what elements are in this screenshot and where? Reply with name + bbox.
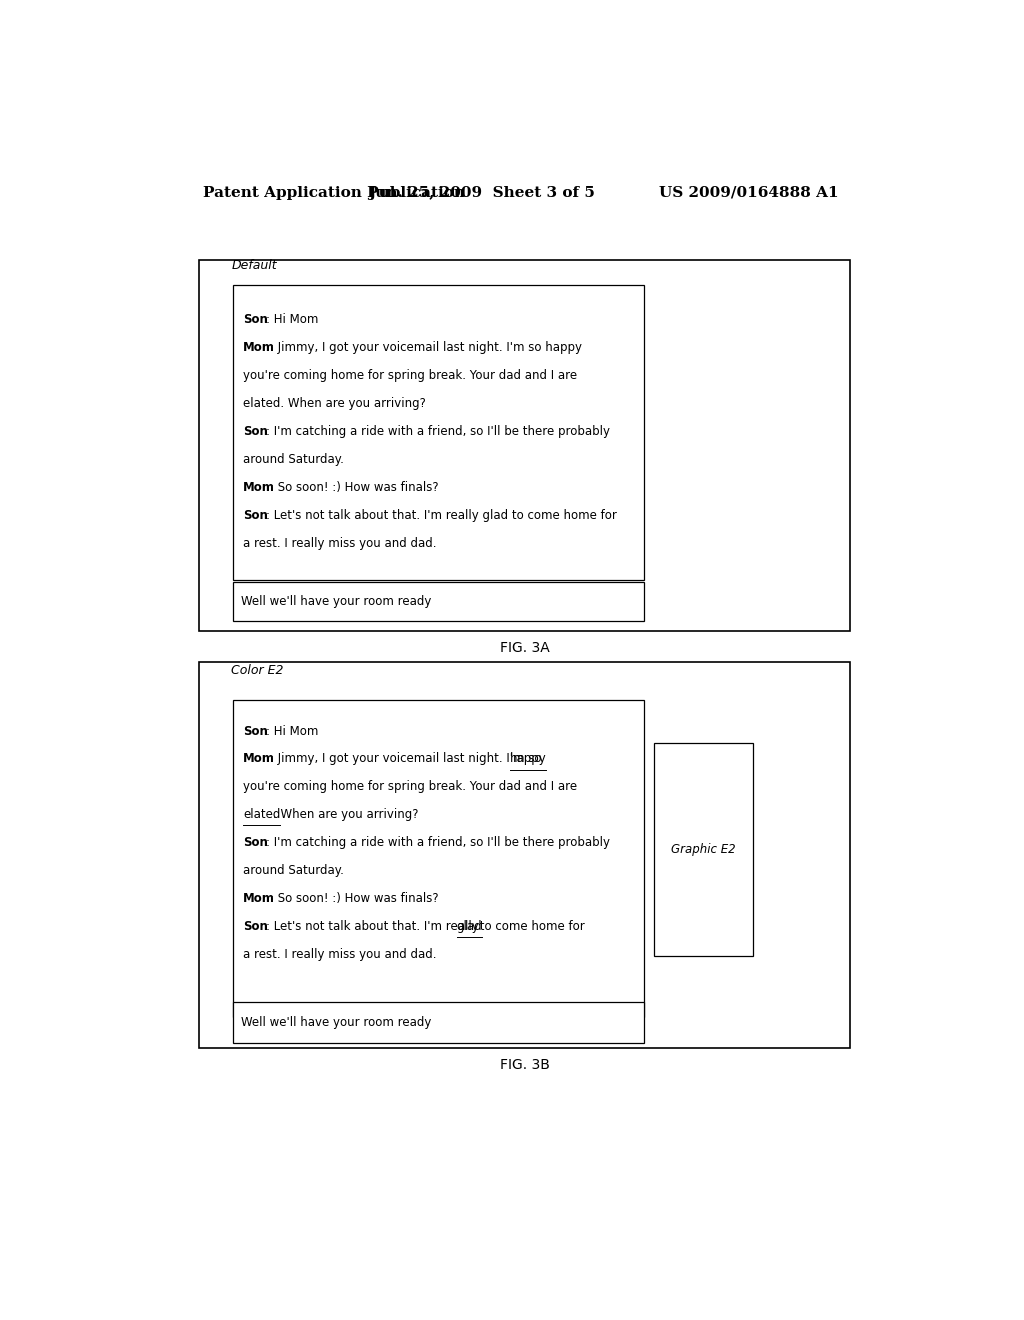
Text: Son: Son bbox=[243, 508, 268, 521]
Text: Son: Son bbox=[243, 313, 268, 326]
Bar bbox=[200, 661, 850, 1048]
Text: Default: Default bbox=[231, 259, 276, 272]
Text: Son: Son bbox=[243, 837, 268, 849]
Text: you're coming home for spring break. Your dad and I are: you're coming home for spring break. You… bbox=[243, 780, 578, 793]
Bar bbox=[654, 743, 754, 956]
Text: FIG. 3B: FIG. 3B bbox=[500, 1059, 550, 1072]
Text: FIG. 3A: FIG. 3A bbox=[500, 642, 550, 655]
Text: Well we'll have your room ready: Well we'll have your room ready bbox=[241, 1016, 431, 1028]
Text: Son: Son bbox=[243, 425, 268, 438]
Text: : I'm catching a ride with a friend, so I'll be there probably: : I'm catching a ride with a friend, so … bbox=[266, 837, 610, 849]
Text: happy: happy bbox=[510, 752, 547, 766]
Text: : So soon! :) How was finals?: : So soon! :) How was finals? bbox=[270, 480, 438, 494]
Bar bbox=[232, 1002, 644, 1043]
Text: : Let's not talk about that. I'm really: : Let's not talk about that. I'm really bbox=[266, 920, 482, 933]
Text: to come home for: to come home for bbox=[476, 920, 585, 933]
Text: elated: elated bbox=[243, 808, 281, 821]
Text: Son: Son bbox=[243, 725, 268, 738]
Bar bbox=[200, 260, 850, 631]
Text: Mom: Mom bbox=[243, 341, 275, 354]
Text: Son: Son bbox=[243, 920, 268, 933]
Text: a rest. I really miss you and dad.: a rest. I really miss you and dad. bbox=[243, 948, 436, 961]
Text: around Saturday.: around Saturday. bbox=[243, 453, 344, 466]
Text: US 2009/0164888 A1: US 2009/0164888 A1 bbox=[658, 186, 839, 199]
Text: : Jimmy, I got your voicemail last night. I'm so: : Jimmy, I got your voicemail last night… bbox=[270, 752, 546, 766]
Bar bbox=[232, 582, 644, 620]
Text: Patent Application Publication: Patent Application Publication bbox=[204, 186, 465, 199]
Text: : So soon! :) How was finals?: : So soon! :) How was finals? bbox=[270, 892, 438, 906]
Text: : Hi Mom: : Hi Mom bbox=[266, 313, 318, 326]
Text: Graphic E2: Graphic E2 bbox=[672, 843, 736, 857]
Text: glad: glad bbox=[457, 920, 482, 933]
Bar bbox=[232, 700, 644, 1018]
Text: Mom: Mom bbox=[243, 752, 275, 766]
Text: Mom: Mom bbox=[243, 480, 275, 494]
Text: elated. When are you arriving?: elated. When are you arriving? bbox=[243, 397, 426, 409]
Text: : Jimmy, I got your voicemail last night. I'm so happy: : Jimmy, I got your voicemail last night… bbox=[270, 341, 582, 354]
Text: Jun. 25, 2009  Sheet 3 of 5: Jun. 25, 2009 Sheet 3 of 5 bbox=[368, 186, 595, 199]
Text: Color E2: Color E2 bbox=[231, 664, 284, 677]
Text: : Hi Mom: : Hi Mom bbox=[266, 725, 318, 738]
Text: you're coming home for spring break. Your dad and I are: you're coming home for spring break. You… bbox=[243, 368, 578, 381]
Text: . When are you arriving?: . When are you arriving? bbox=[273, 808, 419, 821]
Text: a rest. I really miss you and dad.: a rest. I really miss you and dad. bbox=[243, 536, 436, 549]
Text: : I'm catching a ride with a friend, so I'll be there probably: : I'm catching a ride with a friend, so … bbox=[266, 425, 610, 438]
Text: Well we'll have your room ready: Well we'll have your room ready bbox=[241, 595, 431, 609]
Text: Mom: Mom bbox=[243, 892, 275, 906]
Text: around Saturday.: around Saturday. bbox=[243, 865, 344, 878]
Bar bbox=[232, 285, 644, 581]
Text: : Let's not talk about that. I'm really glad to come home for: : Let's not talk about that. I'm really … bbox=[266, 508, 617, 521]
